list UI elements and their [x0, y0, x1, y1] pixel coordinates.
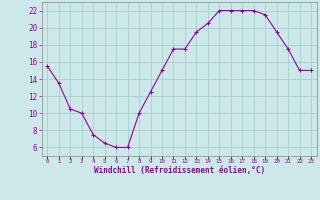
X-axis label: Windchill (Refroidissement éolien,°C): Windchill (Refroidissement éolien,°C)	[94, 166, 265, 175]
